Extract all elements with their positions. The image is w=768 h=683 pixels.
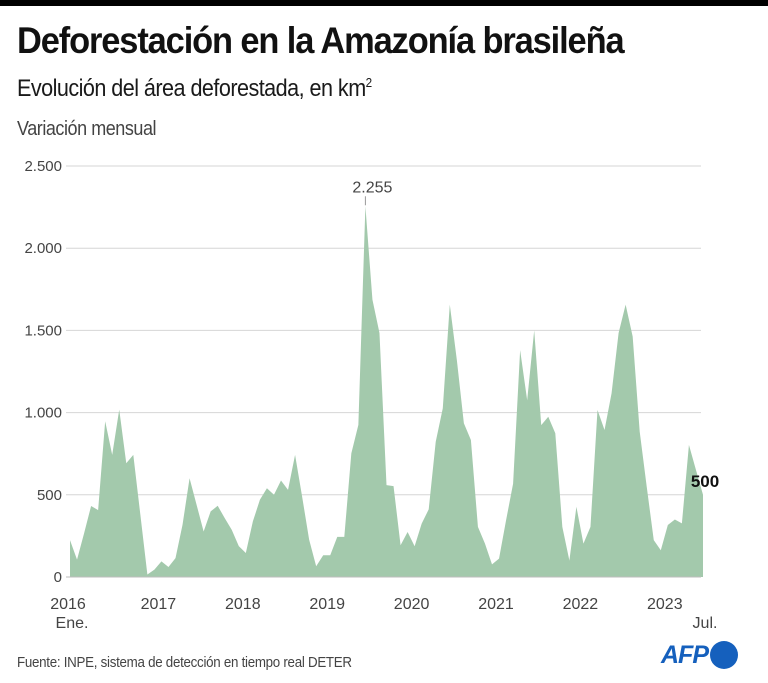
x-tick-label: 2017 [141,596,177,613]
y-tick-label: 500 [37,487,62,504]
x-tick-label: 2021 [478,596,514,613]
source-note: Fuente: INPE, sistema de detección en ti… [17,655,352,671]
y-axis-title: Variación mensual [17,118,157,140]
x-tick-sublabel: Jul. [693,615,718,632]
afp-logo: AFP [661,641,738,669]
top-bar [0,0,768,6]
y-tick-label: 2.000 [24,240,62,257]
x-tick-label: 2018 [225,596,261,613]
x-tick-label: 2023 [647,596,683,613]
area-series [70,206,703,577]
x-tick-sublabel: Ene. [56,615,89,632]
annotations: 2.255 500 [352,179,719,491]
y-tick-label: 1.500 [24,322,62,339]
y-tick-label: 1.000 [24,405,62,422]
afp-logo-text: AFP [661,640,709,669]
y-tick-label: 0 [54,569,62,586]
afp-logo-dot-icon [710,641,738,669]
y-axis: 0 500 1.000 1.500 2.000 2.500 [24,158,62,586]
chart-title: Deforestación en la Amazonía brasileña [17,20,625,61]
x-tick-label: 2019 [309,596,345,613]
chart-subtitle: Evolución del área deforestada, en km2 [17,75,372,103]
x-tick-label: 2022 [563,596,599,613]
x-tick-label: 2020 [394,596,430,613]
annotation-label: 500 [691,472,719,491]
x-tick-label: 2016 [50,596,86,613]
x-axis: 2016 Ene. 2017 2018 2019 2020 2021 2022 2023 Jul. [50,596,717,632]
subtitle-superscript: 2 [365,75,372,90]
y-tick-label: 2.500 [24,158,62,175]
annotation-label: 2.255 [352,179,392,196]
subtitle-text: Evolución del área deforestada, en km [17,75,366,102]
